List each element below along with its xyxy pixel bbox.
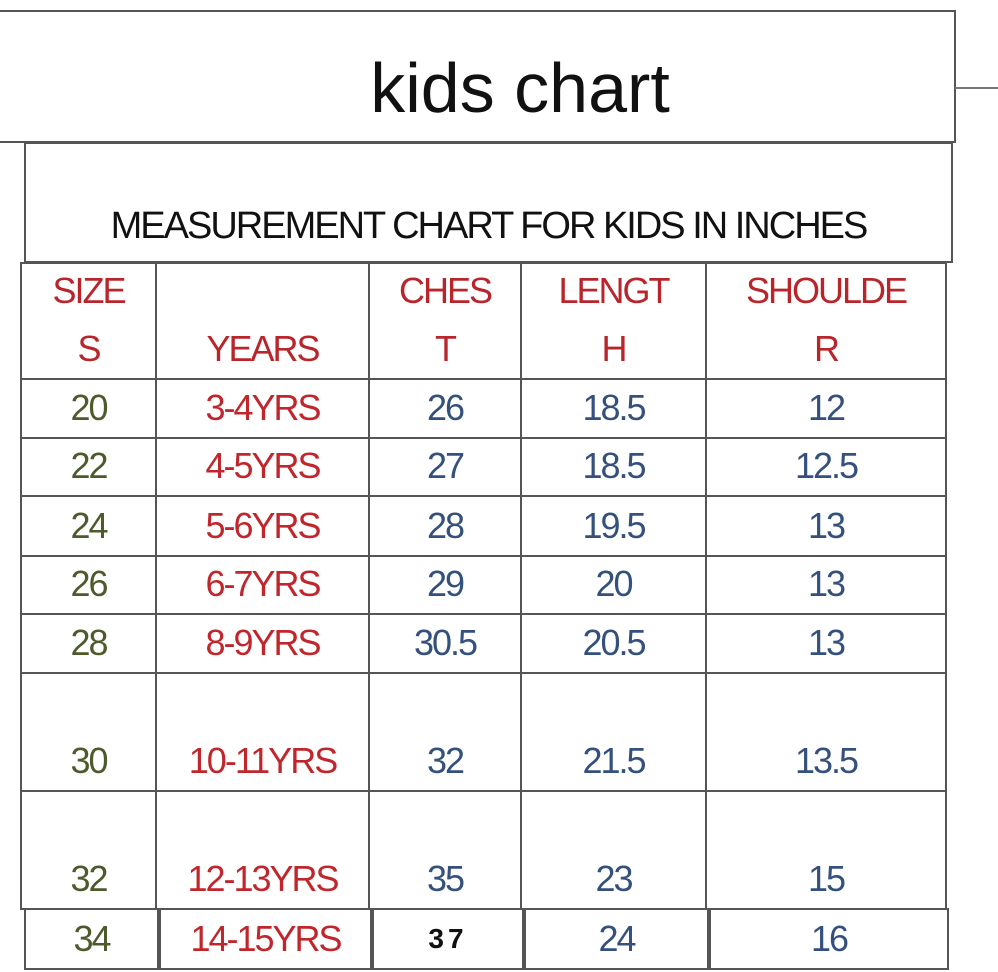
table-cell: 12.5 <box>705 437 947 497</box>
column-header: YEARS <box>155 262 370 380</box>
column-header: SIZES <box>20 262 157 380</box>
table-cell: 21.5 <box>520 672 707 792</box>
column-header: LENGTH <box>520 262 707 380</box>
table-cell: 13 <box>705 495 947 557</box>
header-text: LENGTH <box>558 270 670 369</box>
table-cell: 28 <box>368 495 522 557</box>
table-cell: 13.5 <box>705 672 947 792</box>
rule <box>955 87 998 89</box>
table-cell: 12 <box>705 378 947 439</box>
column-header: CHEST <box>368 262 522 380</box>
table-cell: 32 <box>20 790 157 910</box>
table-cell: 18.5 <box>520 378 707 439</box>
table-cell: 24 <box>524 908 709 970</box>
column-header: SHOULDER <box>705 262 947 380</box>
table-cell: 20 <box>20 378 157 439</box>
table-cell: 13 <box>705 555 947 615</box>
table-cell: 24 <box>20 495 157 557</box>
table-cell: 37 <box>372 908 524 970</box>
table-cell: 28 <box>20 613 157 674</box>
table-cell: 35 <box>368 790 522 910</box>
table-cell: 19.5 <box>520 495 707 557</box>
title: kids chart <box>370 49 670 127</box>
table-cell: 34 <box>24 908 159 970</box>
table-cell: 10-11YRS <box>155 672 370 792</box>
table-cell: 5-6YRS <box>155 495 370 557</box>
table-cell: 29 <box>368 555 522 615</box>
table-cell: 16 <box>709 908 949 970</box>
header-text: CHEST <box>398 270 493 369</box>
table-cell: 26 <box>20 555 157 615</box>
table-cell: 23 <box>520 790 707 910</box>
table-cell: 14-15YRS <box>159 908 372 970</box>
subtitle: MEASUREMENT CHART FOR KIDS IN INCHES <box>110 205 869 247</box>
table-cell: 13 <box>705 613 947 674</box>
header-text: SIZES <box>52 270 126 369</box>
table-cell: 18.5 <box>520 437 707 497</box>
table-cell: 6-7YRS <box>155 555 370 615</box>
header-text: SHOULDER <box>745 270 908 369</box>
table-cell: 32 <box>368 672 522 792</box>
table-cell: 8-9YRS <box>155 613 370 674</box>
table-cell: 22 <box>20 437 157 497</box>
table-cell: 26 <box>368 378 522 439</box>
table-cell: 20 <box>520 555 707 615</box>
table-cell: 15 <box>705 790 947 910</box>
table-cell: 12-13YRS <box>155 790 370 910</box>
header-text: YEARS <box>206 328 320 369</box>
table-cell: 20.5 <box>520 613 707 674</box>
table-cell: 30.5 <box>368 613 522 674</box>
table-cell: 4-5YRS <box>155 437 370 497</box>
table-cell: 27 <box>368 437 522 497</box>
table-cell: 30 <box>20 672 157 792</box>
table-cell: 3-4YRS <box>155 378 370 439</box>
